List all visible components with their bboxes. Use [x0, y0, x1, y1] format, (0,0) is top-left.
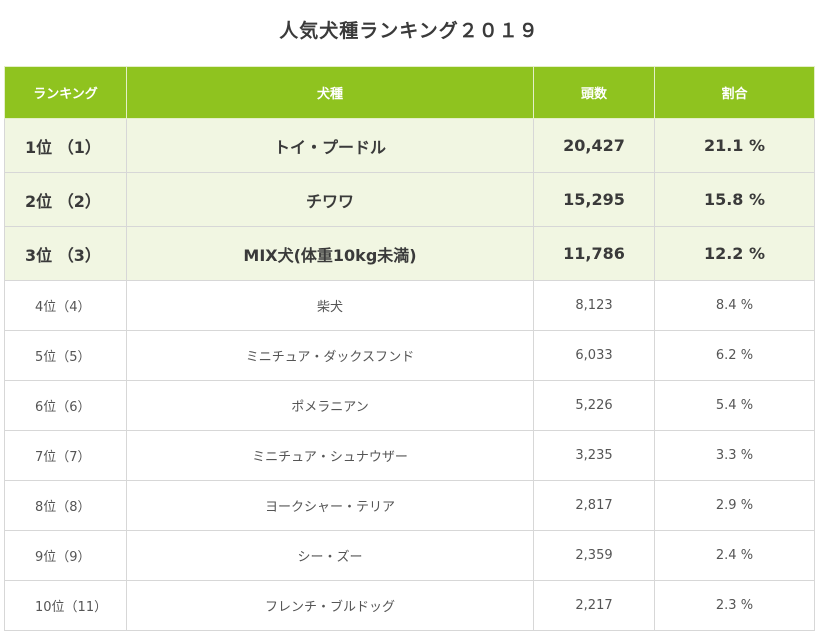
- table-row: 6位（6） ポメラニアン 5,226 5.4 %: [4, 380, 815, 431]
- share-cell: 15.8 %: [654, 172, 815, 227]
- count-cell: 2,217: [533, 580, 655, 631]
- count-cell: 2,817: [533, 480, 655, 531]
- rank-cell: 3位 （3）: [4, 226, 127, 281]
- breed-cell: ヨークシャー・テリア: [126, 480, 534, 531]
- share-cell: 2.9 %: [654, 480, 815, 531]
- table-row: 5位（5） ミニチュア・ダックスフンド 6,033 6.2 %: [4, 330, 815, 381]
- page-title: 人気犬種ランキング２０１９: [279, 20, 539, 42]
- header-rank: ランキング: [4, 66, 127, 119]
- breed-cell: ポメラニアン: [126, 380, 534, 431]
- share-cell: 8.4 %: [654, 280, 815, 331]
- rank-cell: 6位（6）: [4, 380, 127, 431]
- rank-cell: 2位 （2）: [4, 172, 127, 227]
- share-cell: 5.4 %: [654, 380, 815, 431]
- rank-cell: 1位 （1）: [4, 118, 127, 173]
- rank-cell: 9位（9）: [4, 530, 127, 581]
- count-cell: 8,123: [533, 280, 655, 331]
- count-cell: 20,427: [533, 118, 655, 173]
- table-row: 2位 （2） チワワ 15,295 15.8 %: [4, 172, 815, 227]
- share-cell: 2.3 %: [654, 580, 815, 631]
- share-cell: 12.2 %: [654, 226, 815, 281]
- breed-cell: MIX犬(体重10kg未満): [126, 226, 534, 281]
- rank-cell: 8位（8）: [4, 480, 127, 531]
- header-count: 頭数: [533, 66, 655, 119]
- breed-cell: チワワ: [126, 172, 534, 227]
- count-cell: 2,359: [533, 530, 655, 581]
- rank-cell: 5位（5）: [4, 330, 127, 381]
- share-cell: 21.1 %: [654, 118, 815, 173]
- table-row: 1位 （1） トイ・プードル 20,427 21.1 %: [4, 118, 815, 173]
- rank-cell: 10位（11）: [4, 580, 127, 631]
- breed-cell: ミニチュア・シュナウザー: [126, 430, 534, 481]
- header-row: ランキング 犬種 頭数 割合: [4, 66, 815, 119]
- breed-cell: ミニチュア・ダックスフンド: [126, 330, 534, 381]
- rank-cell: 7位（7）: [4, 430, 127, 481]
- breed-cell: トイ・プードル: [126, 118, 534, 173]
- table-row: 3位 （3） MIX犬(体重10kg未満) 11,786 12.2 %: [4, 226, 815, 281]
- header-share: 割合: [654, 66, 815, 119]
- ranking-table: ランキング 犬種 頭数 割合 1位 （1） トイ・プードル 20,427 21.…: [4, 66, 815, 631]
- table-row: 8位（8） ヨークシャー・テリア 2,817 2.9 %: [4, 480, 815, 531]
- share-cell: 2.4 %: [654, 530, 815, 581]
- breed-cell: フレンチ・ブルドッグ: [126, 580, 534, 631]
- share-cell: 3.3 %: [654, 430, 815, 481]
- count-cell: 11,786: [533, 226, 655, 281]
- table-row: 4位（4） 柴犬 8,123 8.4 %: [4, 280, 815, 331]
- table-row: 7位（7） ミニチュア・シュナウザー 3,235 3.3 %: [4, 430, 815, 481]
- header-breed: 犬種: [126, 66, 534, 119]
- table-row: 10位（11） フレンチ・ブルドッグ 2,217 2.3 %: [4, 580, 815, 631]
- count-cell: 15,295: [533, 172, 655, 227]
- share-cell: 6.2 %: [654, 330, 815, 381]
- breed-cell: シー・ズー: [126, 530, 534, 581]
- count-cell: 3,235: [533, 430, 655, 481]
- count-cell: 5,226: [533, 380, 655, 431]
- rank-cell: 4位（4）: [4, 280, 127, 331]
- breed-cell: 柴犬: [126, 280, 534, 331]
- table-row: 9位（9） シー・ズー 2,359 2.4 %: [4, 530, 815, 581]
- count-cell: 6,033: [533, 330, 655, 381]
